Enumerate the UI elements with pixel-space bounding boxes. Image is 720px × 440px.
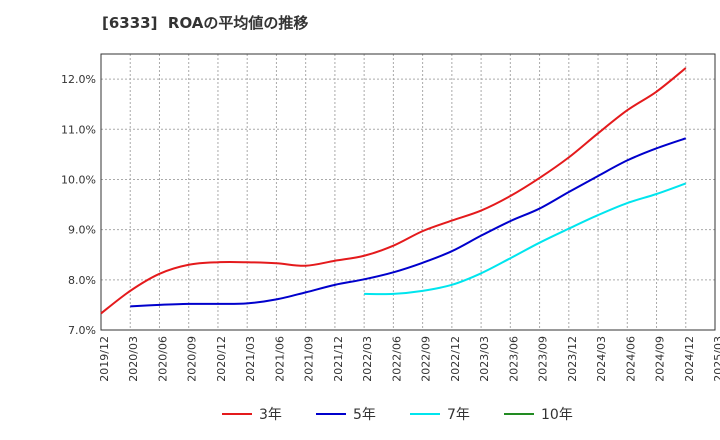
y-tick-label: 7.0% [68,324,96,337]
x-tick-label: 2024/03 [595,336,608,382]
x-tick-label: 2023/09 [537,336,550,382]
x-tick-label: 2020/12 [215,336,228,382]
series-line-3年 [100,67,687,315]
x-tick-label: 2023/12 [566,336,579,382]
chart-title: [6333] ROAの平均値の推移 [102,14,309,32]
y-tick-label: 9.0% [68,224,96,237]
series-line-7年 [364,182,687,296]
y-tick-label: 8.0% [68,274,96,287]
x-tick-label: 2025/03 [712,336,720,382]
legend-label-5年: 5年 [353,407,376,423]
x-tick-label: 2021/06 [273,336,286,382]
x-tick-label: 2023/06 [507,336,520,382]
grid [101,54,715,331]
legend: 3年 5年 7年 10年 [222,407,573,423]
x-tick-label: 2024/06 [624,336,637,382]
x-tick-label: 2021/03 [244,336,257,382]
x-tick-label: 2022/12 [449,336,462,382]
x-tick-label: 2022/09 [420,336,433,382]
x-tick-label: 2022/06 [390,336,403,382]
y-tick-label: 12.0% [61,73,96,86]
x-tick-label: 2024/09 [654,336,667,382]
series-line-5年 [130,137,687,308]
y-tick-label: 11.0% [61,123,96,136]
x-tick-label: 2019/12 [98,336,111,382]
x-tick-label: 2023/03 [478,336,491,382]
y-axis: 7.0% 8.0% 9.0% 10.0% 11.0% 12.0% [61,73,96,337]
x-tick-label: 2024/12 [683,336,696,382]
x-tick-label: 2020/03 [127,336,140,382]
x-tick-label: 2021/09 [303,336,316,382]
x-tick-label: 2020/06 [156,336,169,382]
legend-label-10年: 10年 [541,407,573,423]
plot-area-frame [100,53,716,331]
x-tick-label: 2021/12 [332,336,345,382]
legend-label-3年: 3年 [259,407,282,423]
y-tick-label: 10.0% [61,173,96,186]
x-axis: 2019/12 2020/03 2020/06 2020/09 2020/12 2021/… [98,336,720,382]
legend-label-7年: 7年 [447,407,470,423]
x-tick-label: 2022/03 [361,336,374,382]
x-tick-label: 2020/09 [186,336,199,382]
series-lines [100,67,687,315]
